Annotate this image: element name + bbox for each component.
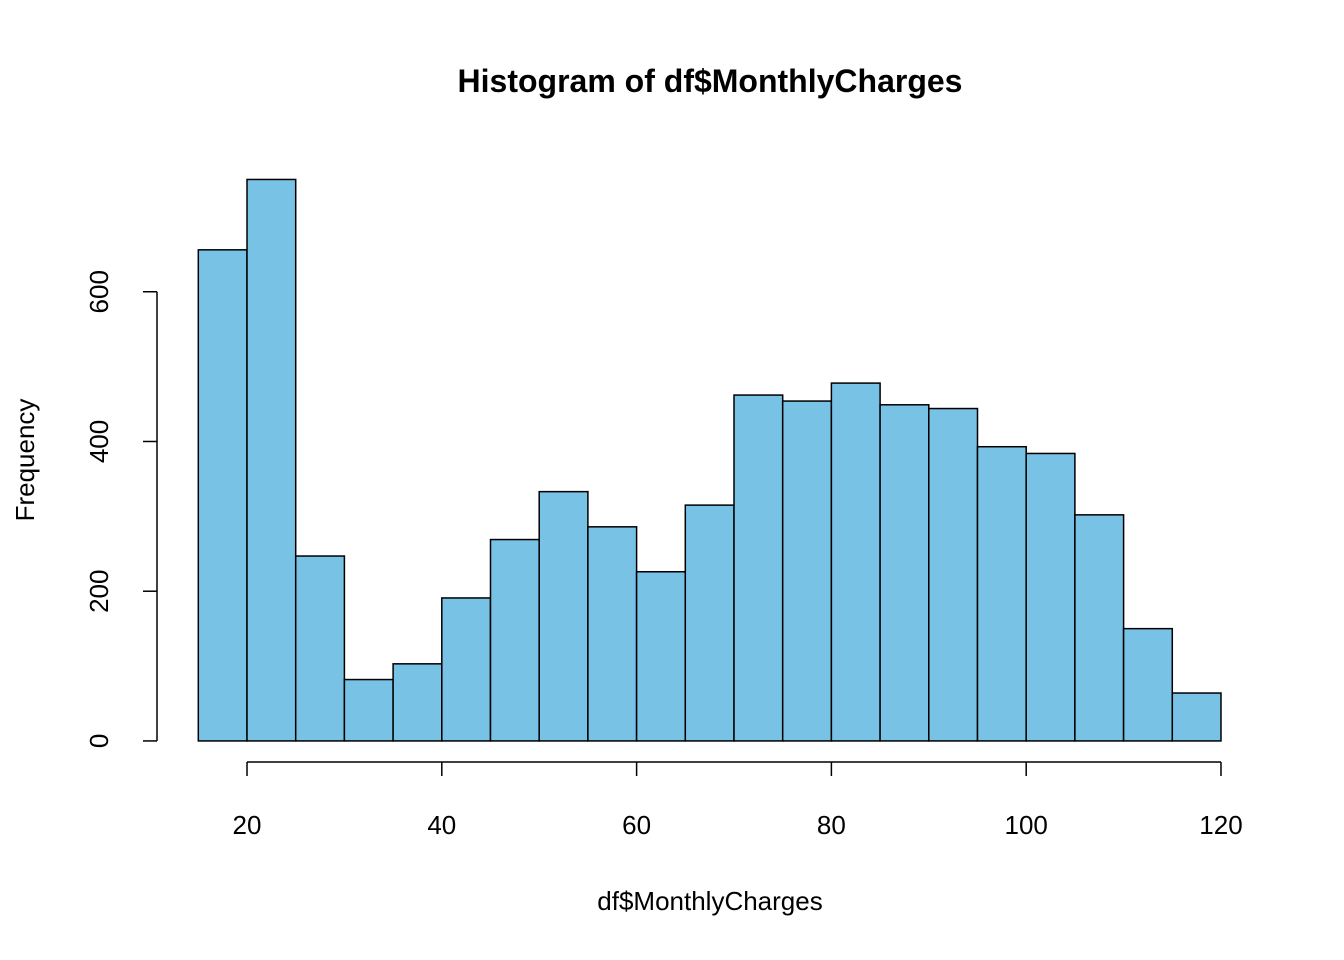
bar xyxy=(441,597,492,742)
bar xyxy=(1074,514,1125,742)
bar xyxy=(635,570,687,742)
chart-title: Histogram of df$MonthlyCharges xyxy=(458,63,963,99)
bar xyxy=(1122,627,1174,742)
bar xyxy=(684,504,735,742)
y-axis-label: Frequency xyxy=(10,399,40,522)
y-tick-label: 400 xyxy=(84,420,114,463)
bar xyxy=(1171,692,1222,742)
bar xyxy=(1025,452,1076,742)
bar xyxy=(197,249,248,742)
x-axis-label: df$MonthlyCharges xyxy=(597,886,822,916)
bar xyxy=(246,178,297,742)
y-tick-label: 600 xyxy=(84,270,114,313)
x-tick-label: 100 xyxy=(1005,810,1048,840)
bar xyxy=(781,400,833,742)
bar xyxy=(343,678,394,742)
bar xyxy=(976,445,1027,742)
x-tick-label: 120 xyxy=(1199,810,1242,840)
x-tick-label: 20 xyxy=(233,810,262,840)
x-tick-label: 60 xyxy=(622,810,651,840)
bar xyxy=(538,490,589,742)
y-tick-label: 0 xyxy=(84,734,114,748)
bar xyxy=(830,382,881,742)
x-tick-label: 80 xyxy=(817,810,846,840)
x-tick-label: 40 xyxy=(427,810,456,840)
bar xyxy=(587,526,638,742)
bar xyxy=(879,404,930,742)
bar xyxy=(733,394,784,742)
y-tick-label: 200 xyxy=(84,570,114,613)
bar xyxy=(294,555,346,742)
bar xyxy=(489,538,540,742)
bar xyxy=(928,407,979,742)
bar xyxy=(392,663,443,742)
